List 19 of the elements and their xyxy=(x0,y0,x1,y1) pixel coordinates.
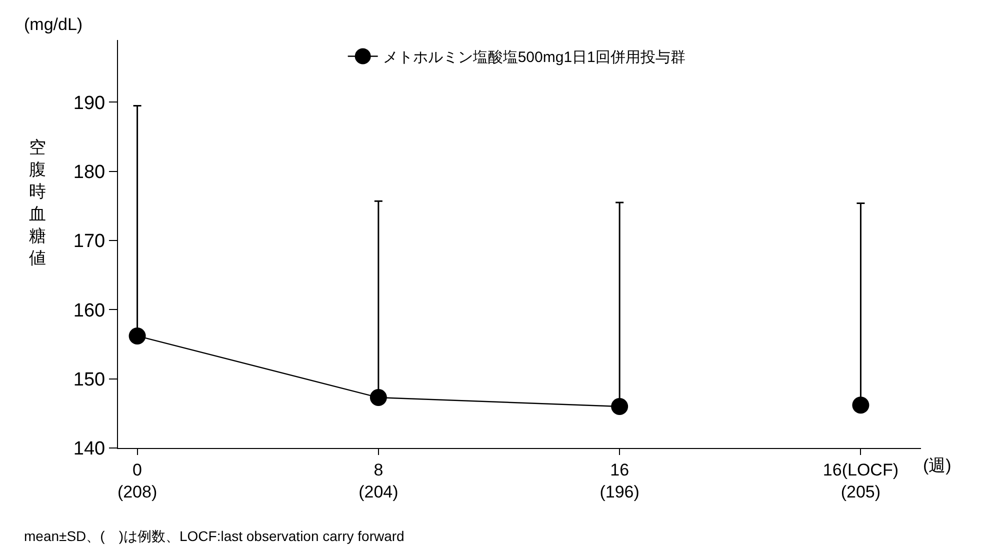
text: mean±SD、( )は例数、LOCF:last observation carry forward xyxy=(24,528,404,544)
x-tick-label: 8 (204) xyxy=(358,460,398,502)
point xyxy=(370,389,387,406)
y-tick-label: 160 xyxy=(73,300,106,322)
y-axis-title: 空腹時血糖値 xyxy=(29,138,46,268)
x-tick-label: 0 (208) xyxy=(117,460,158,502)
text: (mg/dL) xyxy=(24,15,83,34)
legend-label: メトホルミン塩酸塩500mg1日1回併用投与群 xyxy=(382,49,686,66)
y-tick-label: 150 xyxy=(73,370,106,390)
y-tick-label: 190 xyxy=(73,92,106,114)
x-axis-title: (週) xyxy=(923,456,952,475)
y-tick-label: 140 xyxy=(73,438,106,460)
point xyxy=(128,327,146,344)
point xyxy=(852,396,870,414)
y-tick-label: 180 xyxy=(73,162,106,184)
y-tick-label: 170 xyxy=(73,231,106,252)
x-tick-label: 16 (196) xyxy=(600,460,640,502)
point xyxy=(611,398,628,415)
x-tick-label: 16(LOCF) (205) xyxy=(822,460,898,502)
